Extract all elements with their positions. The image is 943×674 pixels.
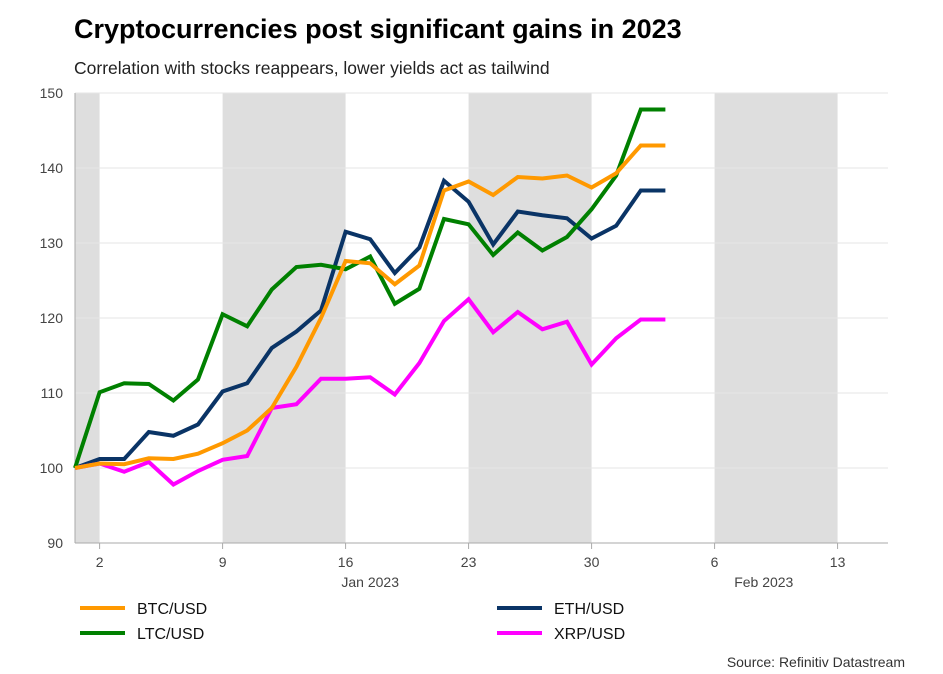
x-tick-label: 30 [584, 554, 600, 570]
x-tick-label: 6 [711, 554, 719, 570]
x-tick-label: 9 [219, 554, 227, 570]
y-tick-label: 100 [40, 460, 64, 476]
chart-subtitle: Correlation with stocks reappears, lower… [74, 58, 550, 78]
x-tick-label: 16 [338, 554, 354, 570]
x-tick-label: 2 [96, 554, 104, 570]
y-tick-label: 130 [40, 235, 64, 251]
y-tick-label: 90 [47, 535, 63, 551]
source-note: Source: Refinitiv Datastream [726, 654, 905, 670]
x-month-label: Feb 2023 [734, 574, 793, 590]
y-tick-label: 150 [40, 85, 64, 101]
legend-label: ETH/USD [554, 601, 624, 618]
y-tick-label: 120 [40, 310, 64, 326]
y-tick-label: 110 [41, 385, 64, 401]
y-tick-label: 140 [40, 160, 64, 176]
legend-label: LTC/USD [137, 626, 204, 643]
legend-label: XRP/USD [554, 626, 625, 643]
chart-title: Cryptocurrencies post significant gains … [74, 14, 682, 44]
x-tick-label: 23 [461, 554, 477, 570]
legend-label: BTC/USD [137, 601, 207, 618]
x-month-label: Jan 2023 [341, 574, 399, 590]
x-tick-label: 13 [830, 554, 846, 570]
